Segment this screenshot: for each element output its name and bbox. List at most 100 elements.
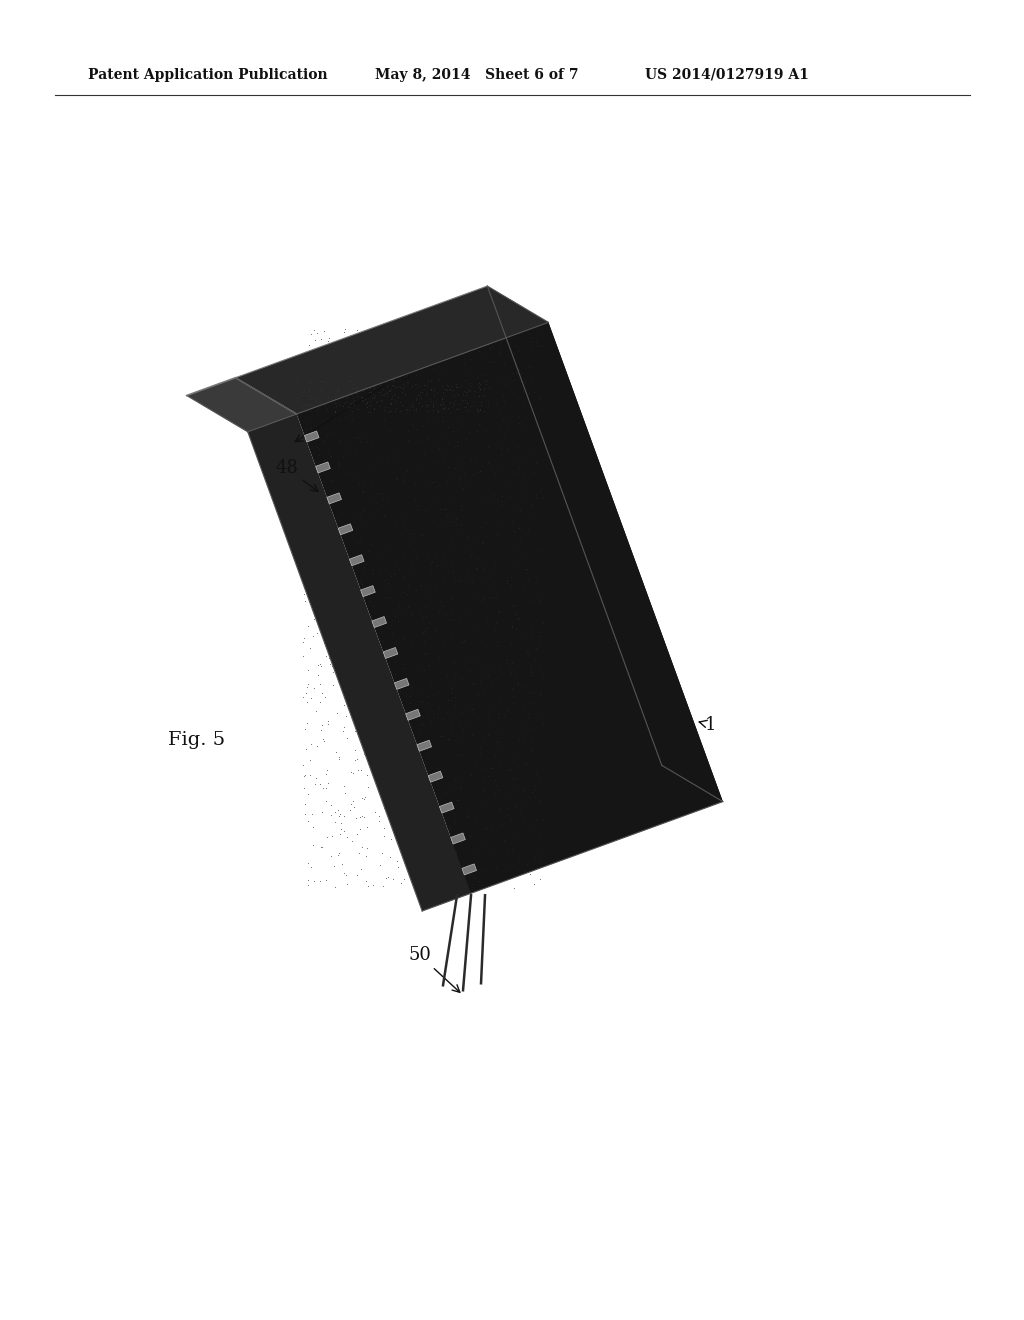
Point	[445, 380, 462, 401]
Point	[365, 371, 381, 392]
Point	[386, 451, 402, 473]
Point	[436, 512, 453, 533]
Point	[514, 491, 530, 512]
Point	[487, 457, 504, 478]
Point	[495, 358, 511, 379]
Point	[353, 759, 370, 780]
Point	[406, 523, 422, 544]
Point	[500, 804, 516, 825]
Point	[502, 684, 518, 705]
Point	[475, 401, 492, 422]
Point	[426, 384, 442, 405]
Point	[331, 746, 347, 767]
Point	[362, 370, 379, 391]
Point	[446, 395, 463, 416]
Point	[347, 594, 364, 615]
Point	[502, 657, 518, 678]
Point	[349, 748, 366, 770]
Point	[449, 450, 465, 471]
Point	[387, 397, 403, 418]
Point	[483, 529, 500, 550]
Point	[336, 694, 352, 715]
Point	[354, 480, 371, 502]
Point	[455, 414, 471, 436]
Text: 1: 1	[699, 715, 717, 734]
Point	[407, 374, 423, 395]
Point	[303, 323, 319, 345]
Point	[321, 711, 337, 733]
Point	[450, 383, 466, 404]
Point	[441, 393, 458, 414]
Point	[446, 694, 463, 715]
Point	[399, 421, 416, 442]
Point	[295, 510, 311, 531]
Point	[424, 331, 440, 352]
Point	[392, 818, 409, 840]
Point	[340, 381, 356, 403]
Point	[312, 384, 329, 405]
Point	[442, 587, 459, 609]
Point	[406, 341, 422, 362]
Point	[369, 391, 385, 412]
Point	[402, 395, 419, 416]
Point	[519, 381, 536, 403]
Point	[473, 532, 489, 553]
Point	[372, 643, 388, 664]
Point	[449, 411, 465, 432]
Point	[436, 569, 453, 590]
Point	[454, 668, 470, 689]
Point	[534, 587, 550, 609]
Point	[445, 651, 462, 672]
Point	[336, 321, 352, 342]
Point	[372, 616, 388, 638]
Point	[444, 529, 461, 550]
Point	[309, 362, 326, 383]
Point	[395, 378, 412, 399]
Point	[480, 393, 497, 414]
Point	[487, 685, 504, 706]
Point	[496, 544, 512, 565]
Point	[343, 688, 359, 709]
Point	[306, 609, 323, 630]
Point	[537, 768, 553, 789]
Point	[512, 528, 528, 549]
Point	[335, 721, 351, 742]
Point	[508, 697, 524, 718]
Point	[361, 389, 378, 411]
Point	[531, 611, 548, 632]
Point	[475, 780, 492, 801]
Point	[415, 850, 431, 871]
Polygon shape	[186, 378, 297, 432]
Point	[521, 327, 538, 348]
Point	[452, 469, 468, 490]
Point	[509, 591, 525, 612]
Point	[528, 688, 545, 709]
Point	[321, 366, 337, 387]
Point	[397, 375, 414, 396]
Point	[502, 510, 518, 531]
Point	[325, 458, 341, 479]
Point	[297, 764, 313, 785]
Point	[307, 414, 324, 436]
Point	[315, 619, 332, 640]
Point	[291, 379, 307, 400]
Point	[333, 642, 349, 663]
Point	[303, 385, 319, 407]
Point	[506, 768, 522, 789]
Point	[470, 329, 486, 350]
Point	[343, 793, 359, 814]
Point	[498, 327, 514, 348]
Point	[306, 319, 323, 341]
Point	[403, 552, 420, 573]
Point	[373, 675, 389, 696]
Point	[445, 511, 462, 532]
Point	[375, 384, 391, 405]
Point	[381, 576, 397, 597]
Point	[399, 597, 416, 618]
Point	[427, 620, 443, 642]
Point	[380, 572, 396, 593]
Point	[296, 766, 312, 787]
Point	[500, 655, 516, 676]
Point	[415, 525, 431, 546]
Point	[481, 348, 498, 370]
